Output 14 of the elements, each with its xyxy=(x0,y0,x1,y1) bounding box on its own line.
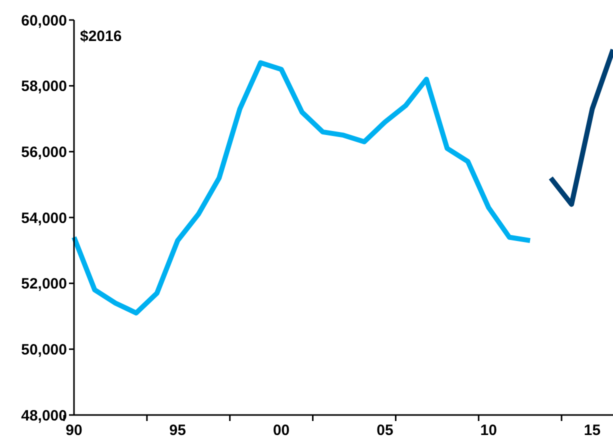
y-tick-label: 58,000 xyxy=(21,78,67,96)
x-tick-label: 15 xyxy=(584,422,601,439)
x-tick-label: 10 xyxy=(480,422,497,439)
x-tick-label: 90 xyxy=(66,422,82,439)
y-tick-label: 52,000 xyxy=(21,276,67,293)
y-tick-label: 56,000 xyxy=(21,144,67,161)
x-tick-label: 95 xyxy=(169,422,186,439)
y-tick-label: 54,000 xyxy=(21,210,67,227)
x-tick-label: 05 xyxy=(376,422,394,439)
y-tick-label: 48,000 xyxy=(21,407,67,424)
x-tick-label: 00 xyxy=(272,422,290,439)
y-tick-label: 50,000 xyxy=(21,341,67,358)
annotation: $2016 xyxy=(80,28,122,45)
y-tick-label: 60,000 xyxy=(21,12,67,30)
